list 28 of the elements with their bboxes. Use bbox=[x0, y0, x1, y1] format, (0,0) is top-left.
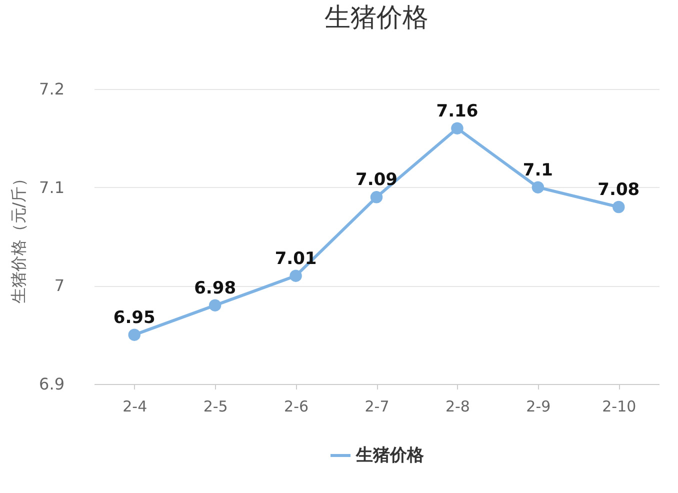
data-label: 7.1 bbox=[522, 160, 553, 180]
x-tick-label: 2-7 bbox=[364, 398, 390, 416]
y-tick-label: 6.9 bbox=[39, 374, 64, 394]
x-tick-label: 2-10 bbox=[602, 398, 636, 416]
legend-label: 生猪价格 bbox=[355, 446, 425, 466]
point bbox=[532, 181, 544, 194]
point bbox=[370, 191, 383, 204]
data-label: 7.08 bbox=[598, 180, 640, 200]
x-tick-label: 2-6 bbox=[284, 398, 309, 416]
chart-title: 生猪价格 bbox=[324, 3, 428, 33]
point bbox=[128, 328, 140, 341]
x-tick-label: 2-9 bbox=[526, 398, 551, 416]
y-tick-label: 7 bbox=[54, 276, 64, 296]
y-axis-title: 生猪价格（元/斤） bbox=[9, 170, 28, 304]
point bbox=[290, 270, 302, 282]
data-label: 6.95 bbox=[113, 308, 156, 328]
x-tick-label: 2-4 bbox=[122, 398, 148, 416]
point bbox=[451, 122, 464, 134]
x-tick-label: 2-8 bbox=[445, 398, 470, 416]
point bbox=[612, 200, 625, 214]
data-label: 6.98 bbox=[194, 278, 236, 298]
point bbox=[208, 299, 222, 312]
data-label: 7.16 bbox=[436, 101, 478, 122]
y-tick-label: 7.2 bbox=[39, 80, 64, 98]
data-label: 7.09 bbox=[356, 170, 398, 190]
data-label: 7.01 bbox=[274, 248, 317, 269]
x-tick-label: 2-5 bbox=[203, 398, 228, 416]
y-tick-label: 7.1 bbox=[39, 178, 64, 197]
